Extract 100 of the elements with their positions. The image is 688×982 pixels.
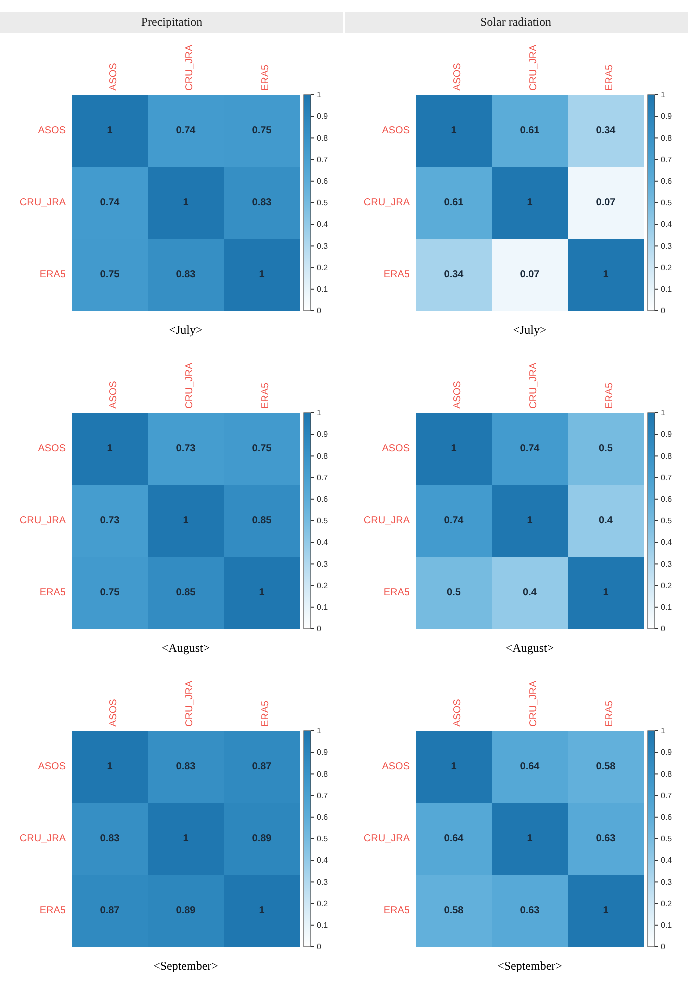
color-bar-label: 0.3 [661, 242, 673, 251]
data-label: 0.75 [100, 588, 120, 599]
data-label: 0.85 [252, 516, 272, 527]
data-label: 0.5 [599, 444, 614, 455]
color-bar-label: 0.7 [661, 155, 673, 164]
y-tick-label: ASOS [382, 762, 410, 773]
color-bar-label: 0.8 [317, 770, 329, 779]
color-bar-label: 0.2 [661, 581, 673, 590]
color-bar-label: 0.3 [317, 878, 329, 887]
color-bar-label: 0.4 [317, 220, 329, 230]
color-bar-label: 0.7 [661, 791, 673, 800]
data-label: 0.61 [444, 198, 464, 209]
color-bar-label: 0.1 [317, 284, 329, 294]
data-label: 0.34 [596, 126, 616, 137]
y-tick-label: ERA5 [40, 906, 66, 917]
data-label: 0.75 [252, 444, 272, 455]
color-bar-label: 0.1 [661, 920, 673, 930]
x-tick-label: ERA5 [604, 700, 616, 727]
data-label: 1 [259, 588, 266, 599]
x-tick-label: CRU_JRA [528, 362, 540, 409]
color-bar-label: 0.9 [317, 430, 329, 440]
color-bar-label: 0.3 [661, 878, 673, 887]
data-label: 0.58 [444, 906, 464, 917]
y-tick-label: CRU_JRA [20, 516, 66, 527]
color-bar-label: 0.8 [317, 134, 329, 143]
y-tick-label: CRU_JRA [364, 516, 410, 527]
data-label: 1 [527, 516, 534, 527]
chart-title: Solar radiation [480, 14, 552, 29]
data-label: 0.83 [100, 834, 120, 845]
color-bar-label: 0.9 [661, 748, 673, 758]
color-bar-label: 0.9 [661, 112, 673, 122]
x-axis-title: <August> [506, 640, 554, 655]
data-label: 1 [451, 444, 458, 455]
color-bar-label: 0.3 [317, 560, 329, 569]
color-bar-label: 0.8 [661, 452, 673, 461]
data-label: 0.75 [252, 126, 272, 137]
color-bar-label: 0.5 [661, 516, 673, 526]
color-bar-label: 0.9 [317, 748, 329, 758]
data-label: 0.61 [520, 126, 540, 137]
data-label: 0.74 [520, 444, 540, 455]
chart-title: Precipitation [141, 14, 203, 29]
data-label: 0.87 [100, 906, 120, 917]
color-bar-label: 0.9 [661, 430, 673, 440]
data-label: 1 [603, 588, 610, 599]
color-bar-label: 0.5 [317, 516, 329, 526]
x-axis-title: <August> [162, 640, 210, 655]
color-bar-label: 0.7 [317, 155, 329, 164]
color-bar-label: 0.5 [661, 834, 673, 844]
color-bar-label: 0.2 [317, 899, 329, 908]
y-tick-label: CRU_JRA [20, 834, 66, 845]
data-label: 1 [259, 270, 266, 281]
color-bar-label: 0.9 [317, 112, 329, 122]
x-tick-label: ERA5 [604, 64, 616, 91]
data-label: 1 [183, 834, 190, 845]
color-bar-label: 0.8 [661, 770, 673, 779]
y-tick-label: ASOS [38, 126, 66, 137]
color-bar-label: 1 [317, 726, 322, 736]
data-label: 1 [451, 762, 458, 773]
color-bar-label: 0 [317, 624, 322, 634]
color-bar-label: 1 [661, 726, 666, 736]
color-bar-label: 0.2 [317, 263, 329, 272]
x-tick-label: ASOS [108, 380, 120, 409]
color-bar-label: 0.6 [317, 176, 329, 186]
color-bar-label: 0 [661, 624, 666, 634]
x-tick-label: CRU_JRA [184, 362, 196, 409]
data-label: 0.87 [252, 762, 272, 773]
y-tick-label: ASOS [38, 762, 66, 773]
x-axis-title: <July> [513, 322, 547, 337]
data-label: 0.64 [444, 834, 464, 845]
color-bar-label: 0.7 [661, 473, 673, 482]
y-tick-label: CRU_JRA [364, 198, 410, 209]
data-label: 0.85 [176, 588, 196, 599]
color-bar-label: 0 [317, 306, 322, 316]
color-bar-label: 0.2 [317, 581, 329, 590]
color-bar-label: 0.5 [317, 198, 329, 208]
data-label: 0.74 [100, 198, 120, 209]
color-bar-label: 0.4 [661, 220, 673, 230]
data-label: 0.75 [100, 270, 120, 281]
color-bar-label: 0.6 [317, 812, 329, 822]
data-label: 0.74 [444, 516, 464, 527]
data-label: 0.58 [596, 762, 616, 773]
y-tick-label: ERA5 [40, 270, 66, 281]
data-label: 0.4 [523, 588, 538, 599]
y-tick-label: CRU_JRA [20, 198, 66, 209]
data-label: 0.07 [520, 270, 540, 281]
x-tick-label: ERA5 [260, 64, 272, 91]
color-bar-label: 0.1 [317, 602, 329, 612]
y-tick-label: ERA5 [384, 906, 410, 917]
x-tick-label: CRU_JRA [528, 680, 540, 727]
data-label: 0.83 [176, 270, 196, 281]
data-label: 0.34 [444, 270, 464, 281]
color-bar-label: 0.4 [317, 856, 329, 866]
color-bar-label: 0.1 [317, 920, 329, 930]
color-bar-label: 0.1 [661, 602, 673, 612]
data-label: 0.07 [596, 198, 616, 209]
x-tick-label: ASOS [452, 698, 464, 727]
data-label: 0.63 [596, 834, 616, 845]
color-bar-label: 0.2 [661, 899, 673, 908]
x-tick-label: ASOS [452, 380, 464, 409]
x-tick-label: ASOS [108, 698, 120, 727]
